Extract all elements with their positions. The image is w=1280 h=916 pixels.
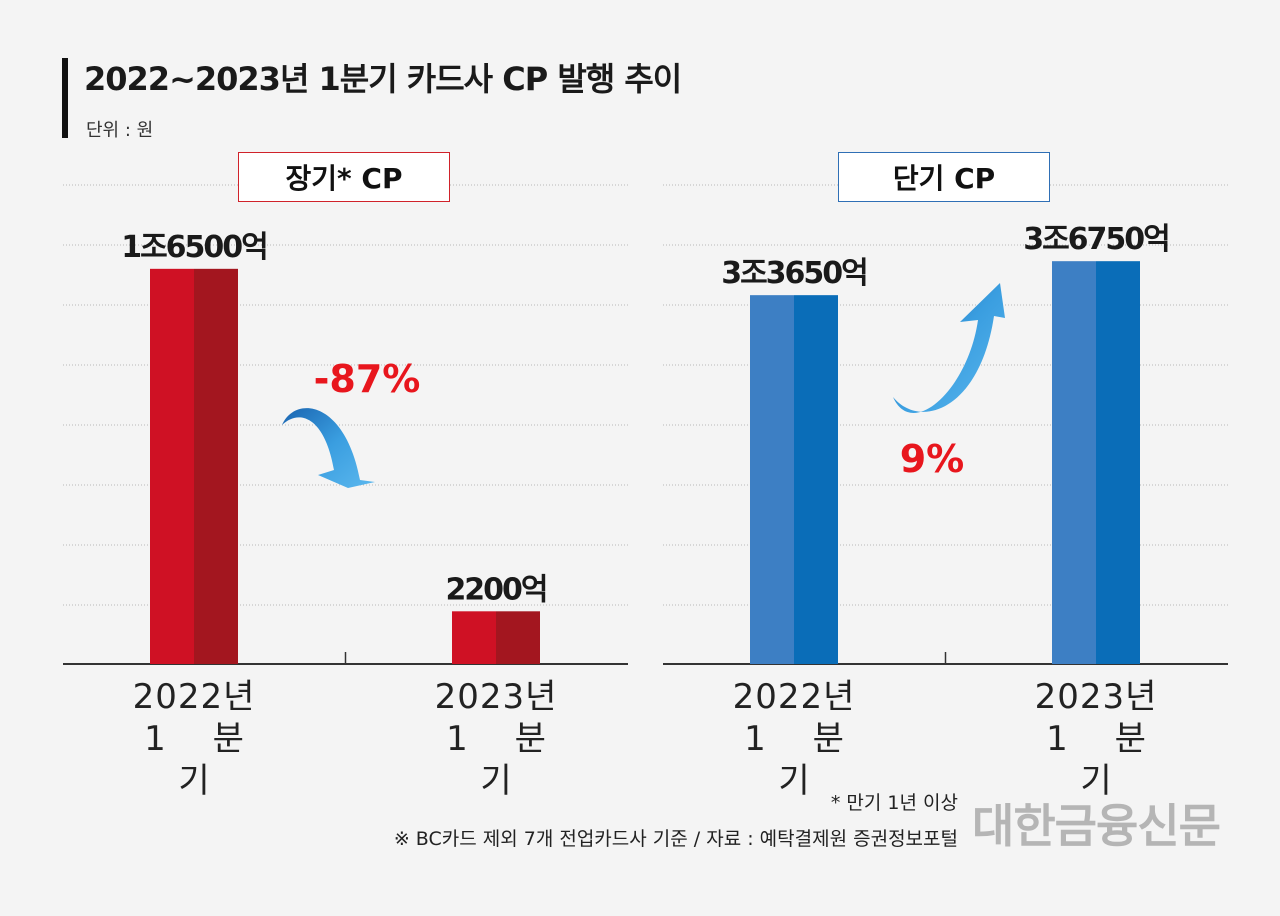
increase-arrow-icon <box>893 283 1005 413</box>
bar-short-0-right <box>794 295 838 664</box>
short-term-cp-title: 단기 CP <box>838 152 1050 202</box>
x-tick-label-short-2023: 2023년 1 분 기 <box>996 676 1196 802</box>
x-tick-year: 2023년 <box>434 677 558 717</box>
bar-data-label: 3조3650억 <box>721 256 867 291</box>
x-tick-quarter: 1 분 기 <box>744 719 862 801</box>
bar-short-1-left <box>1052 261 1096 664</box>
bar-data-label: 1조6500억 <box>121 230 267 265</box>
bar-long-1-right <box>496 611 540 664</box>
x-tick-quarter: 1 분 기 <box>144 719 262 801</box>
decrease-arrow-icon <box>282 408 375 488</box>
bar-data-label: 2200억 <box>445 572 546 607</box>
short-term-cp-chart: 3조3650억 3조6750억 9% <box>663 184 1228 665</box>
long-term-cp-chart: 1조6500억 2200억 -87% <box>63 184 628 665</box>
footnote-source: ※ BC카드 제외 7개 전업카드사 기준 / 자료 : 예탁결제원 증권정보포… <box>393 828 958 850</box>
change-percent-label: 9% <box>900 437 965 481</box>
x-tick-label-long-2023: 2023년 1 분 기 <box>396 676 596 802</box>
bar-data-label: 3조6750억 <box>1023 222 1169 257</box>
x-tick-year: 2022년 <box>132 677 256 717</box>
long-term-cp-title: 장기* CP <box>238 152 450 202</box>
x-tick-year: 2023년 <box>1034 677 1158 717</box>
title-accent-bar <box>62 58 68 138</box>
x-tick-quarter: 1 분 기 <box>1046 719 1164 801</box>
page-title: 2022~2023년 1분기 카드사 CP 발행 추이 <box>84 60 682 98</box>
footnote-maturity: * 만기 1년 이상 <box>830 792 958 814</box>
publisher-logo: 대한금융신문 <box>972 799 1221 853</box>
x-tick-label-short-2022: 2022년 1 분 기 <box>694 676 894 802</box>
bar-long-0-left <box>150 268 194 664</box>
bar-short-1-right <box>1096 261 1140 664</box>
unit-label: 단위 : 원 <box>86 120 154 141</box>
x-tick-label-long-2022: 2022년 1 분 기 <box>94 676 294 802</box>
x-tick-year: 2022년 <box>732 677 856 717</box>
bar-short-0-left <box>750 295 794 664</box>
bar-long-0-right <box>194 268 238 664</box>
bar-long-1-left <box>452 611 496 664</box>
change-percent-label: -87% <box>314 357 421 401</box>
x-tick-quarter: 1 분 기 <box>446 719 564 801</box>
